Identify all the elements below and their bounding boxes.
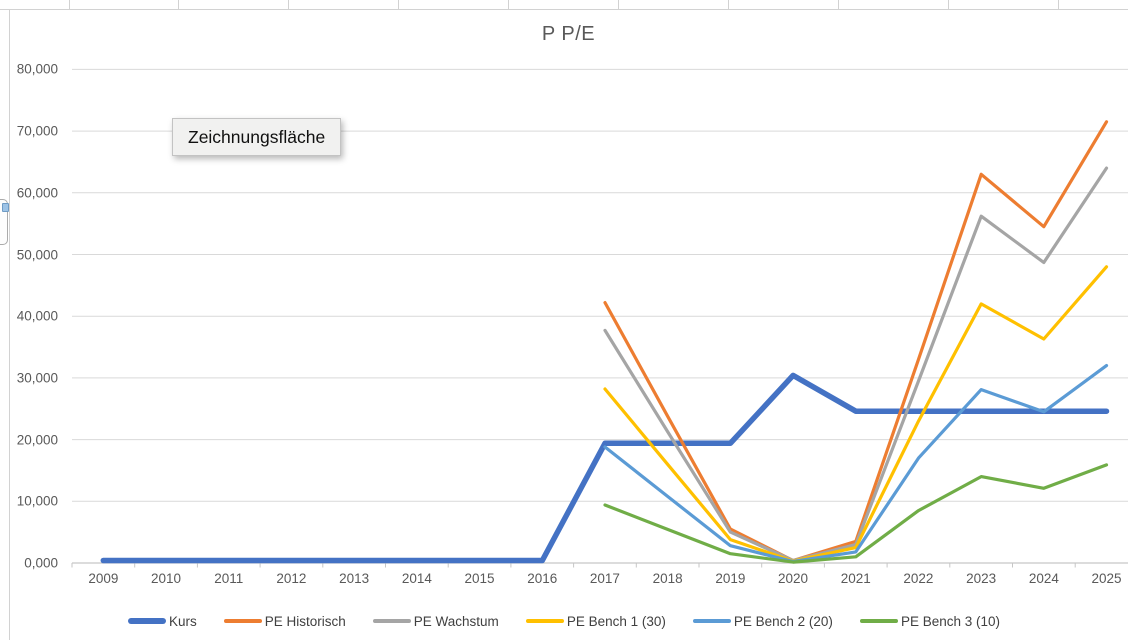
x-axis-tick-label: 2018 bbox=[652, 571, 683, 586]
edge-panel-handle[interactable] bbox=[0, 199, 9, 245]
legend-item-pe-historisch[interactable]: PE Historisch bbox=[223, 613, 346, 629]
legend-swatch-pe-wachstum-icon bbox=[372, 619, 411, 623]
y-axis-tick-label: 50,000 bbox=[16, 247, 58, 262]
x-axis-tick-label: 2017 bbox=[589, 571, 620, 586]
x-axis-tick-label: 2021 bbox=[840, 571, 871, 586]
y-axis-tick-label: 80,000 bbox=[16, 61, 58, 77]
chart-legend[interactable]: Kurs PE Historisch PE Wachstum PE Bench 1 (… bbox=[0, 610, 1128, 632]
x-axis-tick-label: 2012 bbox=[276, 571, 307, 586]
series-line-kurs[interactable] bbox=[100, 372, 1110, 564]
x-axis-tick-label: 2023 bbox=[966, 571, 997, 586]
legend-swatch-pe-historisch-icon bbox=[223, 619, 262, 623]
legend-item-pe-bench-2-20[interactable]: PE Bench 2 (20) bbox=[692, 613, 833, 629]
y-axis-tick-label: 20,000 bbox=[16, 432, 58, 448]
legend-swatch-pe-bench-1-30-icon bbox=[525, 619, 564, 623]
legend-item-pe-wachstum[interactable]: PE Wachstum bbox=[372, 613, 499, 629]
y-axis-tick-label: 60,000 bbox=[16, 185, 58, 201]
legend-label: PE Wachstum bbox=[413, 613, 499, 629]
x-axis-tick-label: 2025 bbox=[1091, 571, 1122, 586]
x-axis-tick-label: 2010 bbox=[151, 571, 182, 586]
x-axis-tick-label: 2011 bbox=[214, 571, 244, 586]
legend-label: Kurs bbox=[168, 613, 197, 629]
x-axis-tick-label: 2020 bbox=[778, 571, 809, 586]
legend-item-pe-bench-1-30[interactable]: PE Bench 1 (30) bbox=[525, 613, 666, 629]
legend-label: PE Bench 3 (10) bbox=[900, 613, 1000, 629]
legend-swatch-pe-bench-3-10-icon bbox=[859, 619, 898, 623]
x-axis-tick-label: 2019 bbox=[715, 571, 746, 586]
series-line-pe-bench-2-20[interactable] bbox=[603, 364, 1109, 564]
legend-swatch-pe-bench-2-20-icon bbox=[692, 619, 731, 623]
series-line-pe-historisch[interactable] bbox=[603, 120, 1109, 563]
y-axis-tick-label: 10,000 bbox=[16, 493, 58, 509]
y-axis-tick-label: 40,000 bbox=[16, 308, 58, 324]
plot-area-tooltip: Zeichnungsfläche bbox=[172, 118, 342, 156]
legend-item-kurs[interactable]: Kurs bbox=[127, 613, 197, 629]
y-axis-tick-label: 0,000 bbox=[24, 555, 58, 571]
legend-swatch-kurs-icon bbox=[127, 618, 166, 624]
legend-item-pe-bench-3-10[interactable]: PE Bench 3 (10) bbox=[859, 613, 1000, 629]
x-axis-tick-label: 2022 bbox=[903, 571, 934, 586]
x-axis-tick-label: 2024 bbox=[1028, 571, 1059, 586]
chart-title[interactable]: P P/E bbox=[541, 23, 596, 45]
x-axis-tick-label: 2014 bbox=[401, 571, 432, 586]
legend-label: PE Historisch bbox=[264, 613, 346, 629]
y-axis-tick-label: 70,000 bbox=[16, 123, 58, 139]
x-axis-tick-label: 2009 bbox=[88, 571, 119, 586]
y-axis-tick-label: 30,000 bbox=[16, 370, 58, 386]
series-line-pe-bench-1-30[interactable] bbox=[603, 265, 1109, 563]
x-axis-tick-label: 2016 bbox=[527, 571, 558, 586]
legend-label: PE Bench 1 (30) bbox=[566, 613, 666, 629]
legend-label: PE Bench 2 (20) bbox=[733, 613, 833, 629]
plot-area-tooltip-text: Zeichnungsfläche bbox=[188, 126, 326, 147]
x-axis-tick-label: 2015 bbox=[464, 571, 495, 586]
series-line-pe-bench-3-10[interactable] bbox=[603, 463, 1109, 564]
edge-panel-accent-icon bbox=[2, 203, 9, 212]
x-axis-tick-label: 2013 bbox=[339, 571, 370, 586]
